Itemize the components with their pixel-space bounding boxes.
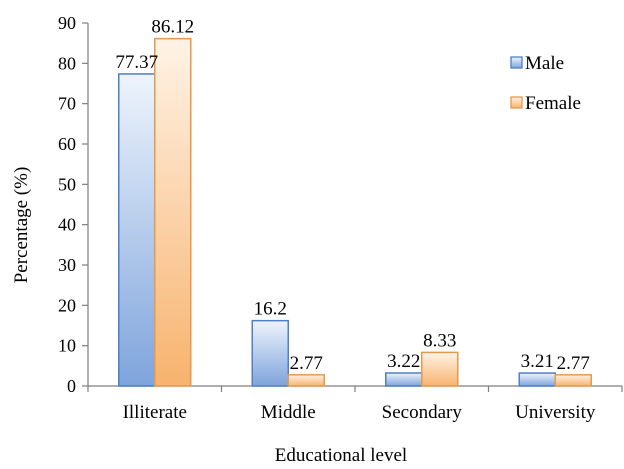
bar-male [251, 319, 289, 387]
bar-male [118, 73, 156, 387]
x-tick-label: University [515, 402, 596, 423]
x-axis-title: Educational level [275, 445, 407, 466]
x-tick-label: Secondary [382, 402, 463, 423]
bar-male [518, 372, 556, 387]
y-tick-label: 70 [58, 94, 76, 114]
data-label-male: 3.21 [521, 351, 554, 372]
y-tick-label: 10 [58, 336, 76, 356]
legend-label-male: Male [525, 53, 564, 74]
x-axis: Illiterate Middle Secondary University [87, 385, 623, 423]
y-tick-label: 0 [67, 376, 76, 396]
y-tick-label: 30 [58, 255, 76, 275]
data-label-male: 77.37 [115, 52, 158, 73]
y-axis: 0 10 20 30 40 50 60 70 80 90 [58, 13, 89, 396]
data-label-male: 16.2 [254, 299, 287, 320]
legend: Male Female [510, 53, 581, 114]
bar-female [554, 374, 592, 387]
y-tick-label: 90 [58, 13, 76, 33]
y-axis-title: Percentage (%) [11, 167, 32, 284]
bar-male [385, 372, 423, 387]
y-tick-label: 80 [58, 53, 76, 73]
bar-female [287, 374, 325, 387]
legend-swatch-female [510, 96, 523, 109]
data-label-female: 2.77 [557, 353, 590, 374]
y-tick-label: 50 [58, 174, 76, 194]
y-tick-label: 40 [58, 215, 76, 235]
data-label-female: 2.77 [290, 353, 323, 374]
x-tick-label: Illiterate [123, 402, 187, 423]
data-label-female: 86.12 [151, 17, 194, 38]
y-tick-label: 20 [58, 295, 76, 315]
x-tick-label: Middle [261, 402, 316, 423]
data-label-male: 3.22 [387, 351, 420, 372]
bar-female [154, 37, 192, 387]
bar-female [421, 351, 459, 387]
legend-label-female: Female [525, 93, 581, 114]
bars [118, 37, 592, 387]
data-label-female: 8.33 [423, 330, 456, 351]
legend-swatch-male [510, 56, 523, 69]
y-tick-label: 60 [58, 134, 76, 154]
